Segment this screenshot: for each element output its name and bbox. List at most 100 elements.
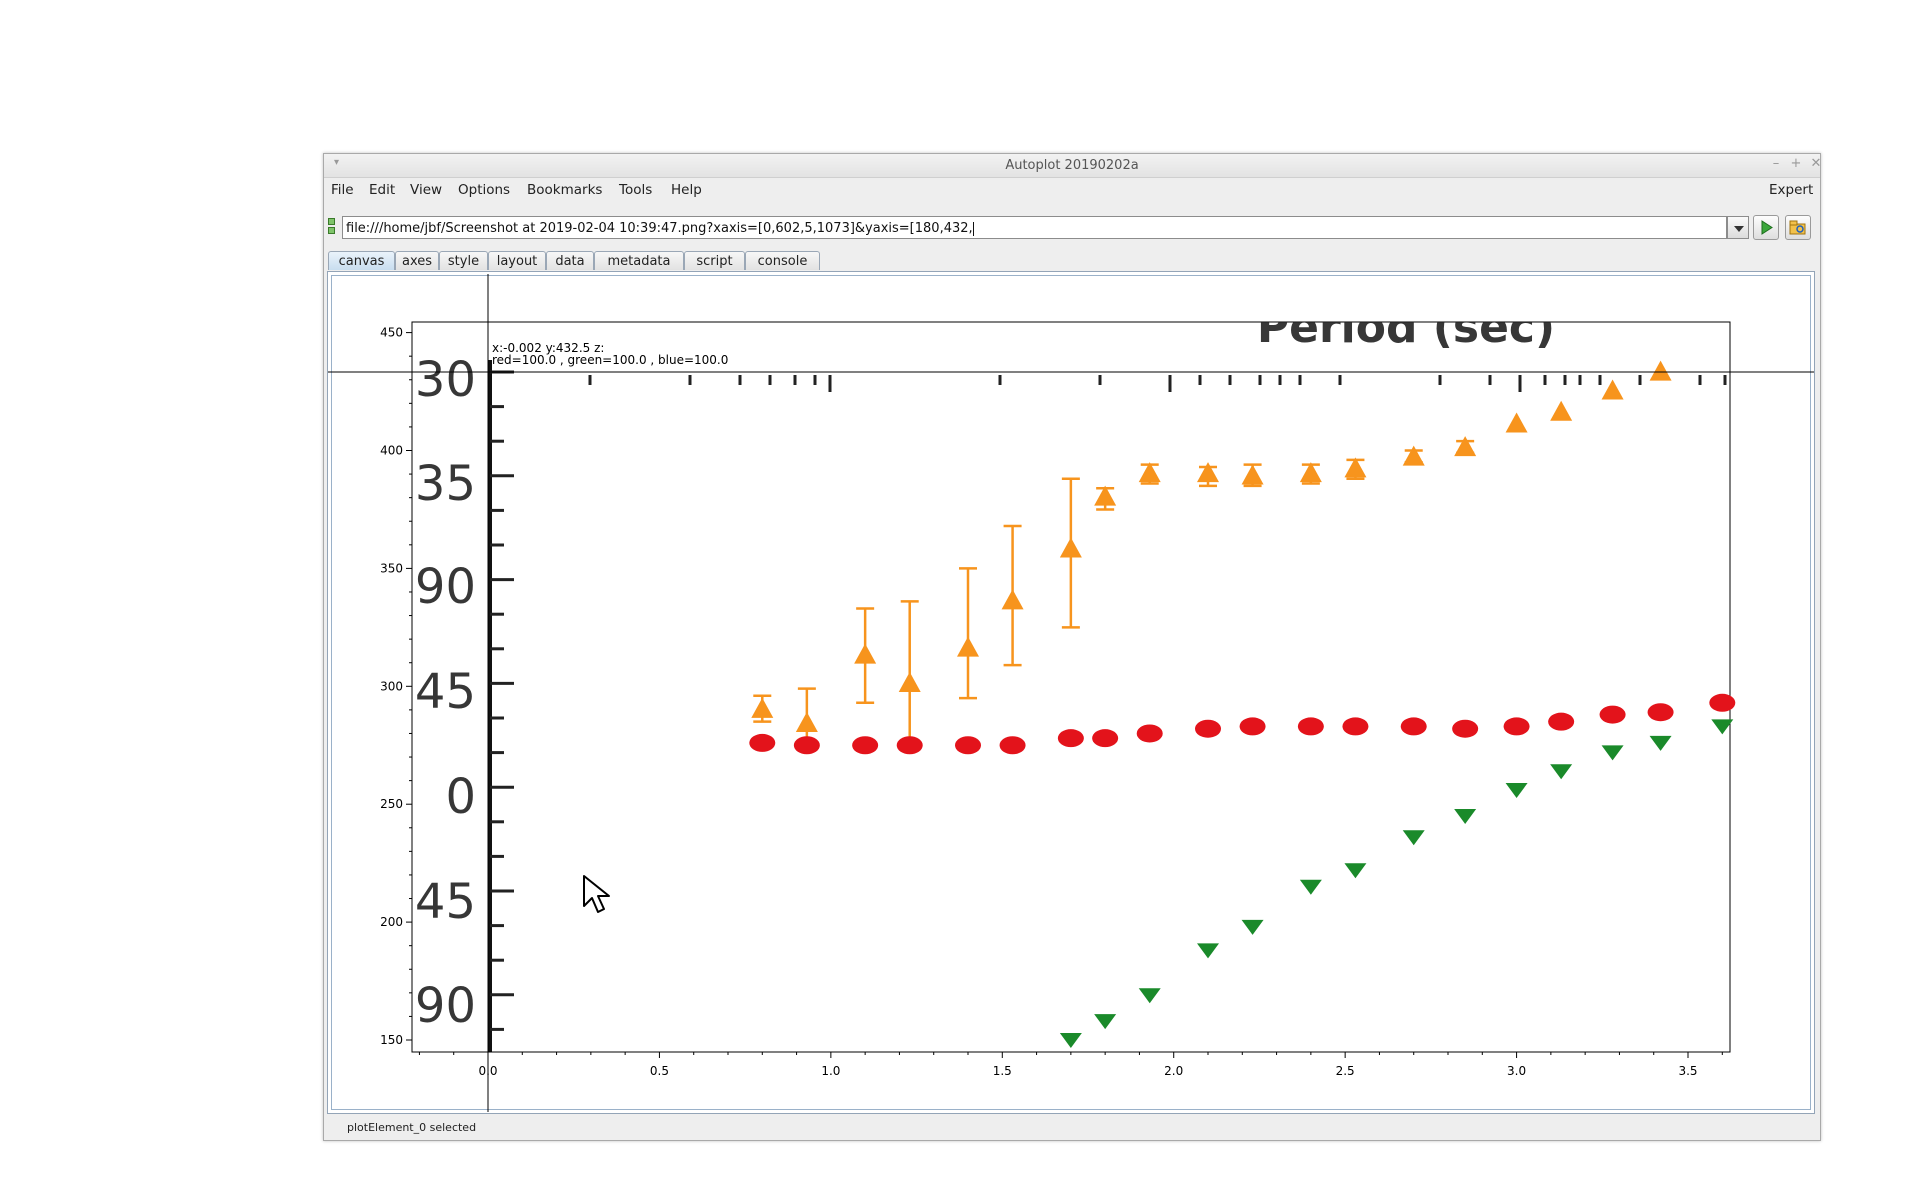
orange-upper-series-point xyxy=(1299,462,1322,483)
green-lower-series-point xyxy=(1601,745,1624,761)
open-file-button[interactable] xyxy=(1785,215,1811,240)
menu-help[interactable]: Help xyxy=(671,182,702,198)
orange-upper-series-point xyxy=(1059,537,1082,558)
text-caret xyxy=(972,221,974,236)
url-input[interactable]: file:///home/jbf/Screenshot at 2019-02-0… xyxy=(342,216,1727,239)
plot-area[interactable] xyxy=(411,321,1731,1053)
image-left-label: 35 xyxy=(415,456,476,512)
tab-canvas[interactable]: canvas xyxy=(328,251,395,270)
red-middle-series-point xyxy=(1092,729,1119,748)
green-lower-series-point xyxy=(1197,943,1220,959)
menu-bar: File Edit View Options Bookmarks Tools H… xyxy=(324,178,1820,200)
orange-upper-series-point xyxy=(1505,412,1528,433)
y-tick-label: 400 xyxy=(380,444,403,458)
window-title: Autoplot 20190202a xyxy=(1005,158,1139,173)
orange-upper-series-point xyxy=(1402,445,1425,466)
orange-upper-series-point xyxy=(1454,436,1477,457)
red-middle-series-point xyxy=(1647,703,1674,722)
maximize-icon[interactable]: + xyxy=(1790,156,1802,171)
run-button[interactable] xyxy=(1753,215,1779,240)
orange-upper-series-point xyxy=(1344,457,1367,478)
green-lower-series-point xyxy=(1138,988,1161,1004)
y-tick-label: 450 xyxy=(380,326,403,340)
orange-upper-series-point xyxy=(1601,379,1624,400)
green-lower-series-point xyxy=(1059,1033,1082,1048)
red-middle-series-point xyxy=(999,736,1026,755)
red-middle-series-point xyxy=(1342,717,1369,736)
tab-style[interactable]: style xyxy=(439,251,488,270)
x-tick-label: 1.5 xyxy=(993,1064,1012,1078)
url-text: file:///home/jbf/Screenshot at 2019-02-0… xyxy=(346,221,973,236)
image-left-label: 90 xyxy=(415,978,476,1034)
menu-edit[interactable]: Edit xyxy=(369,182,396,198)
tab-layout[interactable]: layout xyxy=(488,251,546,270)
menu-options[interactable]: Options xyxy=(458,182,511,198)
tab-console[interactable]: console xyxy=(745,251,820,270)
tab-metadata[interactable]: metadata xyxy=(594,251,684,270)
image-left-label: 30 xyxy=(415,352,476,408)
orange-upper-series-point xyxy=(795,712,818,733)
orange-upper-series-point xyxy=(1241,464,1264,485)
orange-upper-series-point xyxy=(957,636,980,657)
address-bar: file:///home/jbf/Screenshot at 2019-02-0… xyxy=(328,214,1816,242)
green-lower-series-point xyxy=(1649,735,1672,751)
status-text: plotElement_0 selected xyxy=(347,1121,477,1134)
red-middle-series-point xyxy=(1400,717,1427,736)
red-middle-series-point xyxy=(1452,719,1479,738)
tab-data[interactable]: data xyxy=(546,251,594,270)
orange-upper-series-point xyxy=(854,643,877,664)
image-left-label: 45 xyxy=(415,664,476,720)
orange-upper-series-point xyxy=(1550,400,1573,421)
canvas-frame xyxy=(331,275,1811,1110)
red-middle-series-point xyxy=(793,736,820,755)
green-lower-series-point xyxy=(1711,719,1734,735)
red-middle-series-point xyxy=(1136,724,1163,743)
window-menu-icon[interactable]: ▾ xyxy=(334,157,340,168)
red-middle-series-point xyxy=(1709,693,1736,712)
readout-color: red=100.0 , green=100.0 , blue=100.0 xyxy=(492,353,728,367)
x-tick-label: 3.5 xyxy=(1678,1064,1697,1078)
red-middle-series-point xyxy=(749,733,776,752)
red-middle-series-point xyxy=(1548,712,1575,731)
x-tick-label: 0.5 xyxy=(650,1064,669,1078)
y-tick-label: 250 xyxy=(380,797,403,811)
menu-tools[interactable]: Tools xyxy=(619,182,653,198)
green-lower-series-point xyxy=(1402,830,1425,846)
red-middle-series-point xyxy=(1057,729,1084,748)
red-middle-series-point xyxy=(1599,705,1626,724)
orange-upper-series-point xyxy=(1649,360,1672,381)
run-icon xyxy=(1761,220,1773,235)
expert-menu[interactable]: Expert xyxy=(1769,182,1814,198)
drag-grip-icon[interactable] xyxy=(328,218,335,238)
image-left-label: 0 xyxy=(445,769,476,825)
green-lower-series-point xyxy=(1505,783,1528,799)
y-tick-label: 300 xyxy=(380,679,403,693)
tab-script[interactable]: script xyxy=(684,251,745,270)
menu-bookmarks[interactable]: Bookmarks xyxy=(527,182,603,198)
y-tick-label: 150 xyxy=(380,1033,403,1047)
green-lower-series-point xyxy=(1299,879,1322,895)
tab-axes[interactable]: axes xyxy=(395,251,439,270)
image-header-text: Period (sec) xyxy=(1257,302,1555,353)
menu-file[interactable]: File xyxy=(331,182,354,198)
minimize-icon[interactable]: – xyxy=(1772,156,1780,171)
orange-upper-series-point xyxy=(1094,485,1117,506)
green-lower-series-point xyxy=(1550,764,1573,780)
y-tick-label: 350 xyxy=(380,561,403,575)
red-middle-series-point xyxy=(1503,717,1530,736)
menu-view[interactable]: View xyxy=(410,182,443,198)
red-middle-series-point xyxy=(852,736,879,755)
title-bar[interactable]: ▾ Autoplot 20190202a – + ✕ xyxy=(324,154,1821,178)
close-icon[interactable]: ✕ xyxy=(1810,156,1822,171)
orange-upper-series-point xyxy=(751,697,774,718)
open-folder-icon xyxy=(1789,220,1806,235)
dropdown-arrow-icon[interactable] xyxy=(1727,216,1749,239)
x-tick-label: 1.0 xyxy=(821,1064,840,1078)
y-tick-label: 200 xyxy=(380,915,403,929)
orange-upper-series-point xyxy=(1001,589,1024,610)
green-lower-series-point xyxy=(1241,919,1264,935)
green-lower-series-point xyxy=(1344,863,1367,879)
readout-coords: x:-0.002 y:432.5 z: xyxy=(492,341,604,355)
green-lower-series-point xyxy=(1454,808,1477,824)
